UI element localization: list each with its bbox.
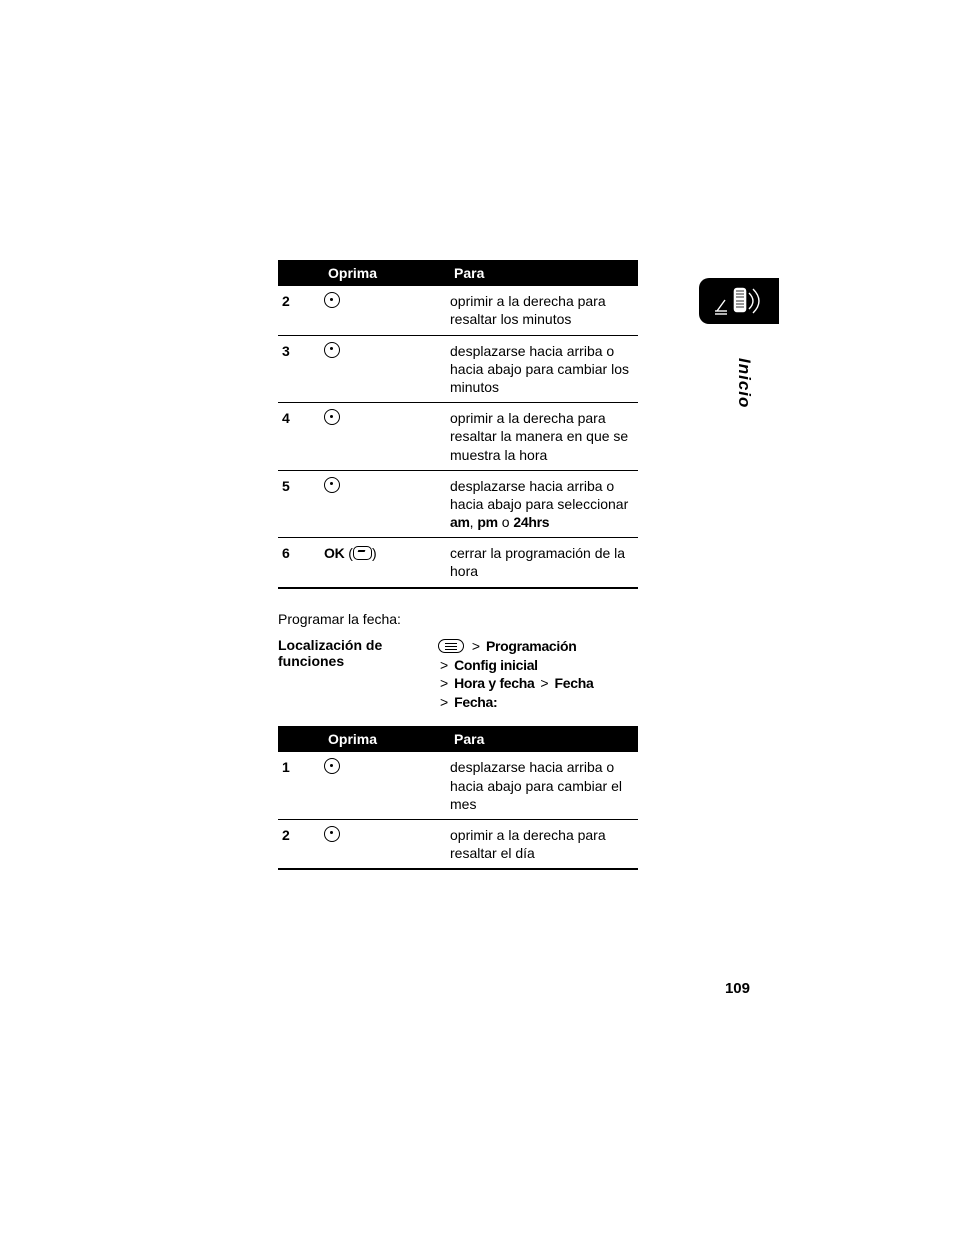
gt: > xyxy=(538,675,550,691)
col-key: Oprima xyxy=(320,260,446,286)
action-cell: desplazarse hacia arriba o hacia abajo p… xyxy=(446,470,638,538)
key-cell xyxy=(320,286,446,335)
col-blank xyxy=(278,726,320,752)
table-row: 3 desplazarse hacia arriba o hacia abajo… xyxy=(278,335,638,403)
gt: > xyxy=(438,675,450,691)
or: o xyxy=(498,514,514,530)
key-cell xyxy=(320,470,446,538)
key-cell xyxy=(320,403,446,471)
key-cell xyxy=(320,752,446,819)
page: Inicio Oprima Para 2 oprimir a la derech… xyxy=(0,0,954,1235)
action-pre: desplazarse hacia arriba o hacia abajo p… xyxy=(450,478,628,512)
nav-key-icon xyxy=(324,758,340,774)
nav-key-icon xyxy=(324,477,340,493)
gt: > xyxy=(438,694,450,710)
page-number: 109 xyxy=(725,980,750,997)
col-key: Oprima xyxy=(320,726,446,752)
nav-key-icon xyxy=(324,826,340,842)
opt-am: am xyxy=(450,514,470,530)
step-number: 4 xyxy=(278,403,320,471)
key-cell: OK () xyxy=(320,538,446,588)
key-cell xyxy=(320,335,446,403)
col-action: Para xyxy=(446,726,638,752)
action-cell: desplazarse hacia arriba o hacia abajo p… xyxy=(446,752,638,819)
step-number: 6 xyxy=(278,538,320,588)
table-row: 5 desplazarse hacia arriba o hacia abajo… xyxy=(278,470,638,538)
table-header-row: Oprima Para xyxy=(278,260,638,286)
nav-key-icon xyxy=(324,292,340,308)
step-number: 2 xyxy=(278,286,320,335)
step-number: 3 xyxy=(278,335,320,403)
section-tab xyxy=(699,278,779,324)
section-label: Inicio xyxy=(734,358,754,408)
path-seg: Fecha: xyxy=(454,694,497,710)
table-row: 4 oprimir a la derecha para resaltar la … xyxy=(278,403,638,471)
table-row: 2 oprimir a la derecha para resaltar el … xyxy=(278,819,638,869)
path-seg: Fecha xyxy=(554,675,593,691)
path-seg: Programación xyxy=(486,638,577,654)
softkey-icon xyxy=(353,546,372,560)
key-cell xyxy=(320,819,446,869)
gt: > xyxy=(470,638,482,654)
table-header-row: Oprima Para xyxy=(278,726,638,752)
step-number: 2 xyxy=(278,819,320,869)
table-row: 1 desplazarse hacia arriba o hacia abajo… xyxy=(278,752,638,819)
nav-key-icon xyxy=(324,342,340,358)
path-seg: Config inicial xyxy=(454,657,538,673)
location-label: Localización de funciones xyxy=(278,637,438,713)
opt-24: 24hrs xyxy=(513,514,549,530)
action-cell: cerrar la programación de la hora xyxy=(446,538,638,588)
col-blank xyxy=(278,260,320,286)
location-path: > Programación > Config inicial > Hora y… xyxy=(438,637,638,713)
action-cell: desplazarse hacia arriba o hacia abajo p… xyxy=(446,335,638,403)
action-cell: oprimir a la derecha para resaltar el dí… xyxy=(446,819,638,869)
action-cell: oprimir a la derecha para resaltar los m… xyxy=(446,286,638,335)
opt-pm: pm xyxy=(477,514,497,530)
action-cell: oprimir a la derecha para resaltar la ma… xyxy=(446,403,638,471)
nav-key-icon xyxy=(324,409,340,425)
table-row: 2 oprimir a la derecha para resaltar los… xyxy=(278,286,638,335)
path-seg: Hora y fecha xyxy=(454,675,534,691)
step-number: 5 xyxy=(278,470,320,538)
intro-text: Programar la fecha: xyxy=(278,611,794,627)
gt: > xyxy=(438,657,450,673)
phone-icon xyxy=(711,281,767,321)
steps-table-date: Oprima Para 1 desplazarse hacia arriba o… xyxy=(278,726,638,870)
table-row: 6 OK () cerrar la programación de la hor… xyxy=(278,538,638,588)
col-action: Para xyxy=(446,260,638,286)
feature-location: Localización de funciones > Programación… xyxy=(278,637,638,713)
steps-table-time: Oprima Para 2 oprimir a la derecha para … xyxy=(278,260,638,589)
step-number: 1 xyxy=(278,752,320,819)
ok-label: OK xyxy=(324,545,344,561)
menu-key-icon xyxy=(438,639,464,653)
